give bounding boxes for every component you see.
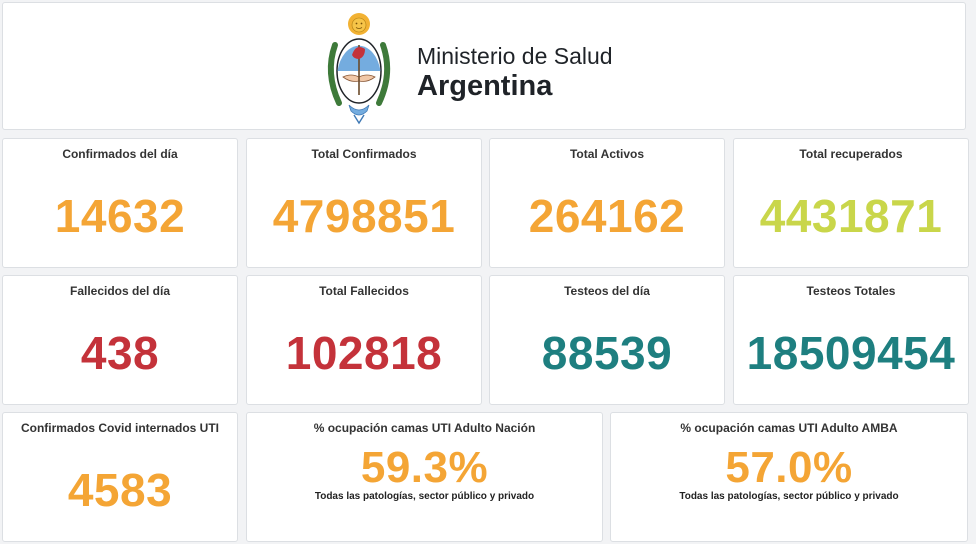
- stat-value: 438: [80, 327, 160, 379]
- stat-title: Total Confirmados: [311, 147, 417, 161]
- stat-value: 14632: [54, 190, 186, 242]
- stat-title: % ocupación camas UTI Adulto Nación: [313, 421, 536, 435]
- stat-card-testeos-totales: Testeos Totales 18509454: [733, 275, 969, 405]
- stat-title: % ocupación camas UTI Adulto AMBA: [680, 421, 898, 435]
- stat-subtitle: Todas las patologías, sector público y p…: [679, 491, 899, 502]
- brand-block: Ministerio de Salud Argentina: [417, 43, 613, 103]
- stat-value: 264162: [528, 190, 686, 242]
- stat-title: Total Activos: [569, 147, 644, 161]
- stat-value: 4583: [67, 464, 173, 516]
- country-name: Argentina: [417, 70, 553, 102]
- stat-title: Confirmados del día: [62, 147, 178, 161]
- stat-card-confirmados-dia: Confirmados del día 14632: [2, 138, 238, 268]
- stat-value: 59.3%: [360, 443, 489, 492]
- stat-value: 102818: [285, 327, 443, 379]
- stat-card-internados-uti: Confirmados Covid internados UTI 4583: [2, 412, 238, 542]
- header-panel: Ministerio de Salud Argentina: [2, 2, 966, 130]
- coat-of-arms-logo: [327, 13, 391, 125]
- stat-title: Confirmados Covid internados UTI: [20, 421, 219, 435]
- stat-title: Fallecidos del día: [69, 284, 171, 298]
- ministry-name: Ministerio de Salud: [417, 43, 613, 69]
- stat-card-total-fallecidos: Total Fallecidos 102818: [246, 275, 482, 405]
- stat-card-ocupacion-amba: % ocupación camas UTI Adulto AMBA 57.0% …: [610, 412, 968, 542]
- stat-card-testeos-dia: Testeos del día 88539: [489, 275, 725, 405]
- sun-icon: [348, 13, 370, 35]
- stat-value: 4798851: [272, 190, 456, 242]
- stat-title: Testeos Totales: [806, 284, 896, 298]
- stat-value: 18509454: [746, 327, 956, 379]
- stat-card-total-recuperados: Total recuperados 4431871: [733, 138, 969, 268]
- stat-value: 88539: [541, 327, 673, 379]
- stat-title: Testeos del día: [564, 284, 650, 298]
- stat-title: Total Fallecidos: [319, 284, 409, 298]
- stat-value: 4431871: [759, 190, 943, 242]
- stat-card-total-activos: Total Activos 264162: [489, 138, 725, 268]
- stat-title: Total recuperados: [799, 147, 903, 161]
- stat-card-ocupacion-nacion: % ocupación camas UTI Adulto Nación 59.3…: [246, 412, 603, 542]
- stat-value: 57.0%: [725, 443, 853, 492]
- stat-card-total-confirmados: Total Confirmados 4798851: [246, 138, 482, 268]
- stat-card-fallecidos-dia: Fallecidos del día 438: [2, 275, 238, 405]
- stat-subtitle: Todas las patologías, sector público y p…: [314, 491, 535, 502]
